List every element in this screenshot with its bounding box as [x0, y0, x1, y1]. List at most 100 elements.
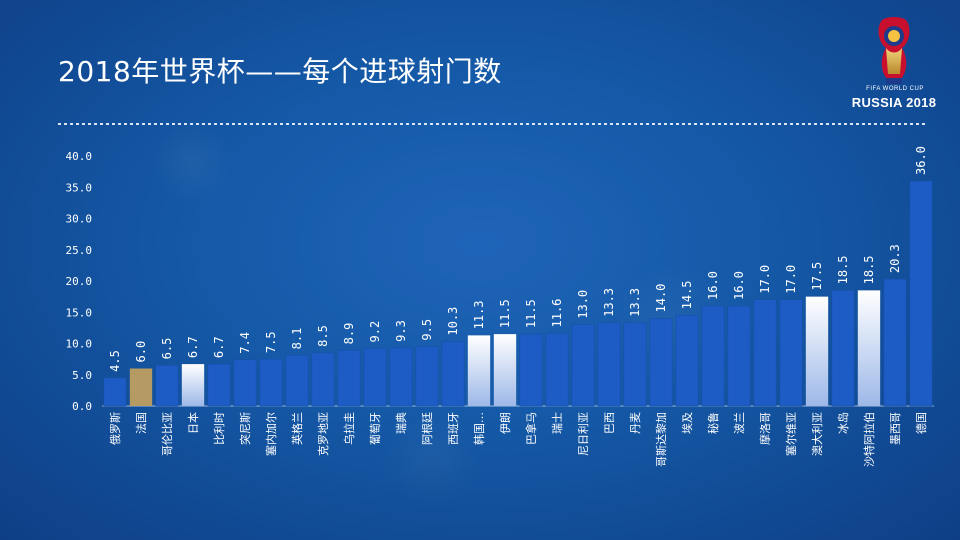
bar-value-label: 11.5: [498, 299, 512, 328]
y-tick-label: 5.0: [72, 369, 92, 382]
bar: [389, 347, 413, 407]
bar: [259, 358, 283, 407]
y-tick-label: 25.0: [66, 244, 93, 257]
bar: [779, 299, 803, 407]
bar: [467, 335, 491, 406]
x-category-label: 伊朗: [499, 412, 512, 434]
x-category-label: 墨西哥: [889, 412, 902, 445]
bar: [441, 341, 465, 407]
x-category-label: 沙特阿拉伯: [862, 412, 876, 467]
bar: [519, 333, 543, 407]
bar: [545, 333, 569, 407]
x-category-label: 法国: [134, 412, 148, 434]
logo-wordmark: RUSSIA 2018: [851, 95, 937, 110]
bar-value-label: 20.3: [888, 244, 902, 273]
bar-value-label: 4.5: [108, 350, 122, 372]
x-category-label: 冰岛: [836, 412, 850, 434]
bar-value-label: 6.5: [160, 338, 174, 360]
x-category-label: 秘鲁: [706, 412, 720, 434]
bar-value-label: 16.0: [732, 271, 746, 300]
x-category-label: 比利时: [213, 412, 226, 445]
y-tick-label: 15.0: [66, 306, 93, 319]
bar: [883, 278, 907, 407]
bar: [415, 346, 439, 407]
x-category-label: 葡萄牙: [369, 412, 382, 445]
bar: [909, 180, 933, 407]
bar: [285, 355, 309, 407]
x-category-label: 巴西: [603, 412, 616, 434]
bar: [649, 318, 673, 407]
y-tick-label: 30.0: [66, 213, 93, 226]
bar-value-label: 6.7: [212, 336, 226, 358]
bar-value-label: 11.3: [472, 300, 486, 329]
y-tick-label: 20.0: [66, 275, 93, 288]
bar-value-label: 13.3: [602, 288, 616, 317]
bar-value-label: 11.5: [524, 299, 538, 328]
bar: [571, 324, 595, 407]
x-category-label: 塞尔维亚: [784, 412, 798, 456]
y-tick-label: 40.0: [66, 150, 93, 163]
bar: [831, 290, 855, 407]
x-category-label: 俄罗斯: [109, 412, 122, 445]
x-category-label: 瑞士: [550, 412, 564, 434]
bar: [857, 290, 881, 406]
x-category-label: 丹麦: [629, 412, 642, 434]
bar: [597, 322, 621, 407]
bar-value-label: 8.5: [316, 325, 330, 347]
bar-value-label: 13.0: [576, 290, 590, 319]
bar-value-label: 17.0: [784, 265, 798, 294]
bar: [493, 334, 517, 406]
bar: [311, 352, 335, 407]
logo-caption: FIFA WORLD CUP: [866, 86, 924, 92]
x-category-label: 巴拿马: [524, 412, 538, 445]
bar-value-label: 9.5: [420, 319, 434, 341]
bar: [675, 315, 699, 407]
world-cup-logo: [878, 17, 910, 84]
bar: [129, 368, 153, 406]
bar-value-label: 18.5: [862, 255, 876, 284]
bar: [233, 359, 257, 407]
bar-value-label: 7.5: [264, 331, 278, 353]
bar: [727, 305, 751, 407]
y-tick-label: 10.0: [66, 338, 93, 351]
x-category-label: 日本: [186, 412, 200, 434]
bar-value-label: 13.3: [628, 288, 642, 317]
y-tick-label: 0.0: [72, 400, 92, 413]
x-category-label: 瑞典: [394, 412, 408, 434]
bar-value-label: 36.0: [914, 146, 928, 175]
y-tick-label: 35.0: [66, 181, 93, 194]
x-category-label: 埃及: [680, 412, 694, 434]
x-category-label: 乌拉圭: [342, 412, 356, 445]
bar-value-label: 7.4: [238, 332, 252, 354]
x-category-label: 尼日利亚: [577, 412, 590, 456]
bar-value-label: 10.3: [446, 307, 460, 336]
x-category-label: 西班牙: [447, 412, 460, 445]
bar: [181, 364, 205, 406]
bar-value-label: 8.1: [290, 328, 304, 350]
bar-value-label: 8.9: [342, 323, 356, 345]
bar-value-label: 9.3: [394, 320, 408, 342]
bar-value-label: 18.5: [836, 255, 850, 284]
bar: [623, 322, 647, 407]
dotted-divider: [58, 123, 928, 125]
x-category-label: 德国: [914, 412, 928, 434]
x-category-label: 摩洛哥: [758, 412, 772, 445]
bar: [155, 365, 179, 407]
bar: [805, 296, 829, 406]
slide-title: 2018年世界杯——每个进球射门数: [58, 55, 502, 88]
x-category-label: 克罗地亚: [317, 412, 330, 456]
bar: [103, 377, 127, 407]
bar-value-label: 16.0: [706, 271, 720, 300]
bar-value-label: 6.0: [134, 341, 148, 363]
x-category-label: 英格兰: [290, 412, 304, 445]
bar-value-label: 9.2: [368, 321, 382, 343]
bar: [337, 350, 361, 407]
x-category-label: 塞内加尔: [264, 412, 278, 456]
x-category-label: 哥斯达黎加: [654, 412, 668, 467]
bar: [753, 299, 777, 407]
bar-value-label: 6.7: [186, 336, 200, 358]
x-category-label: 澳大利亚: [810, 412, 824, 456]
x-category-label: 哥伦比亚: [160, 412, 174, 456]
x-category-label: 韩国…: [472, 412, 486, 445]
